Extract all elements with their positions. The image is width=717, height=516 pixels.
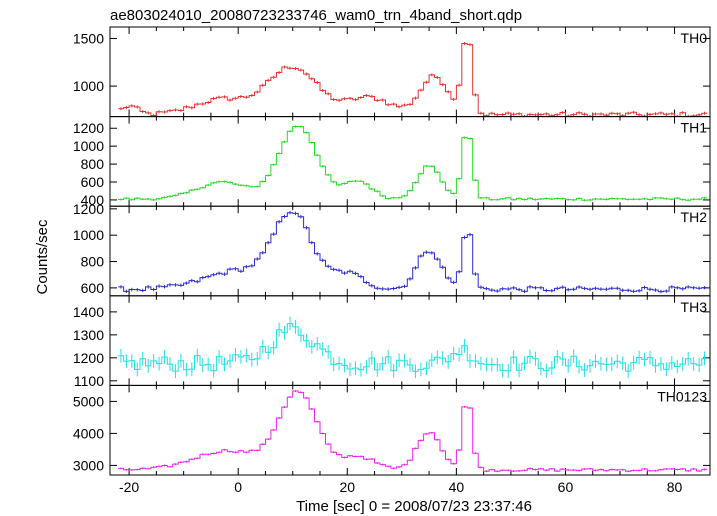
y-tick-label: 1000 [73,78,104,94]
panel-label: TH1 [681,120,708,136]
y-tick-label: 800 [81,156,105,172]
x-tick-label: 0 [234,479,242,495]
y-tick-label: 1100 [74,373,104,389]
panel-label: TH3 [681,299,708,315]
panel-label: TH2 [681,209,708,225]
series-th2 [118,212,708,293]
x-axis-label: Time [sec] 0 = 2008/07/23 23:37:46 [296,498,532,515]
y-tick-label: 5000 [73,393,104,409]
panel-frame [109,205,711,297]
y-tick-label: 1300 [73,327,104,343]
y-tick-label: 3000 [73,457,104,473]
panel-label: TH0123 [657,388,707,404]
y-axis-label: Counts/sec [34,219,51,295]
y-tick-label: 4000 [73,425,104,441]
y-tick-label: 1400 [73,304,104,320]
panels: 1000 1500 TH0 400 600 800 1000 1200 TH1 600 800 100… [73,26,711,476]
series-th0123 [118,390,708,472]
x-tick-label: 20 [339,479,355,495]
y-tick-label: 400 [81,192,105,208]
y-tick-label: 1200 [73,201,104,217]
panel-th0123: 3000 4000 5000 TH0123 [73,384,711,476]
panel-th2: 600 800 1000 1200 TH2 [73,201,711,297]
y-tick-label: 1200 [73,120,104,136]
y-tick-label: 800 [81,254,105,270]
x-tick-label: 60 [558,479,574,495]
x-axis: -20 0 20 40 60 80 [119,479,683,495]
panel-frame [109,384,711,476]
y-tick-label: 600 [81,280,105,296]
y-tick-label: 1000 [73,138,104,154]
series-th3 [118,323,708,372]
x-tick-label: 80 [667,479,683,495]
y-tick-label: 600 [81,174,105,190]
x-tick-label: 40 [449,479,465,495]
panel-th0: 1000 1500 TH0 [73,26,711,118]
panel-frame [109,295,711,386]
panel-label: TH0 [681,30,708,46]
panel-th3: 1100 1200 1300 1400 TH3 [73,295,711,389]
error-bars [120,210,706,294]
x-tick-label: -20 [119,479,139,495]
panel-frame [109,116,711,207]
y-tick-label: 1500 [73,30,104,46]
y-tick-label: 1200 [73,350,104,366]
series-th0 [118,43,708,117]
error-bars [120,42,706,117]
panel-th1: 400 600 800 1000 1200 TH1 [73,116,711,208]
series-th1 [118,126,708,201]
y-tick-label: 1000 [73,227,104,243]
chart-title: ae803024010_20080723233746_wam0_trn_4ban… [110,7,522,24]
